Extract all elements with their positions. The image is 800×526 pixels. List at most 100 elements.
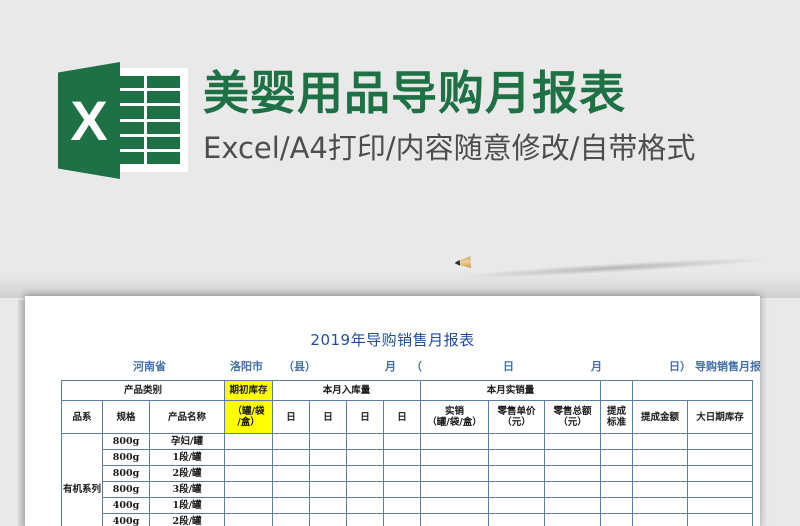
- table-row: 800g 1段/罐: [62, 449, 754, 466]
- meta-report-name: 导购销售月报表: [695, 360, 760, 373]
- col-unit-price: 零售单价 （元）: [488, 400, 546, 434]
- cell-inbound-2[interactable]: [309, 465, 348, 482]
- cell-opening-stock[interactable]: [224, 449, 274, 466]
- meta-city: 洛阳市: [230, 360, 263, 373]
- col-inbound-day-2: 日: [309, 400, 348, 434]
- cell-inbound-3[interactable]: [346, 449, 385, 466]
- col-total-price-line1: 零售总额: [553, 406, 592, 417]
- cell-opening-stock[interactable]: [224, 481, 274, 498]
- cell-commission-rate[interactable]: [600, 481, 634, 498]
- table-row: 400g 2段/罐: [62, 513, 754, 526]
- cell-total-price[interactable]: [544, 433, 602, 450]
- cell-big-date-stock[interactable]: [687, 513, 754, 526]
- cell-inbound-3[interactable]: [346, 433, 385, 450]
- cell-inbound-2[interactable]: [309, 449, 348, 466]
- col-opening-stock-unit-line1: （罐/袋: [232, 406, 265, 417]
- cell-actual-sales[interactable]: [420, 465, 490, 482]
- cell-actual-sales[interactable]: [420, 513, 490, 526]
- cell-inbound-2[interactable]: [309, 481, 348, 498]
- cell-unit-price[interactable]: [488, 449, 546, 466]
- cell-inbound-4[interactable]: [383, 449, 422, 466]
- group-month-actual-sales: 本月实销量: [420, 380, 602, 401]
- meta-day-1: 日: [503, 360, 514, 373]
- cell-inbound-3[interactable]: [346, 497, 385, 514]
- cell-unit-price[interactable]: [488, 465, 546, 482]
- cell-unit-price[interactable]: [488, 497, 546, 514]
- cell-actual-sales[interactable]: [420, 481, 490, 498]
- cell-product: 孕妇/罐: [148, 433, 226, 450]
- cell-inbound-1[interactable]: [272, 481, 311, 498]
- cell-inbound-2[interactable]: [309, 497, 348, 514]
- cell-total-price[interactable]: [544, 497, 602, 514]
- cell-inbound-4[interactable]: [383, 481, 422, 498]
- cell-inbound-3[interactable]: [346, 481, 385, 498]
- cell-big-date-stock[interactable]: [687, 449, 754, 466]
- cell-inbound-3[interactable]: [346, 465, 385, 482]
- cell-big-date-stock[interactable]: [687, 465, 754, 482]
- cell-inbound-3[interactable]: [346, 513, 385, 526]
- cell-inbound-4[interactable]: [383, 433, 422, 450]
- cell-commission-rate[interactable]: [600, 449, 634, 466]
- cell-commission-rate[interactable]: [600, 497, 634, 514]
- cell-inbound-4[interactable]: [383, 497, 422, 514]
- cell-big-date-stock[interactable]: [687, 481, 754, 498]
- cell-total-price[interactable]: [544, 513, 602, 526]
- meta-day-2: 日）: [669, 360, 691, 373]
- cell-commission-amount[interactable]: [632, 481, 689, 498]
- cell-inbound-1[interactable]: [272, 449, 311, 466]
- col-total-price-line2: （元）: [558, 417, 587, 428]
- cell-spec: 800g: [102, 481, 150, 498]
- cell-total-price[interactable]: [544, 449, 602, 466]
- cell-actual-sales[interactable]: [420, 449, 490, 466]
- cell-commission-rate[interactable]: [600, 513, 634, 526]
- cell-unit-price[interactable]: [488, 433, 546, 450]
- cell-inbound-1[interactable]: [272, 465, 311, 482]
- cell-commission-amount[interactable]: [632, 497, 689, 514]
- page-title: 美婴用品导购月报表: [203, 66, 626, 120]
- cell-inbound-1[interactable]: [272, 513, 311, 526]
- pencil-graphite-tip: [455, 260, 460, 266]
- cell-total-price[interactable]: [544, 465, 602, 482]
- cell-inbound-4[interactable]: [383, 465, 422, 482]
- cell-opening-stock[interactable]: [224, 497, 274, 514]
- cell-actual-sales[interactable]: [420, 433, 490, 450]
- logo-x-panel: [58, 62, 120, 179]
- cell-opening-stock[interactable]: [224, 465, 274, 482]
- cell-commission-amount[interactable]: [632, 449, 689, 466]
- cell-commission-rate[interactable]: [600, 465, 634, 482]
- col-product-name: 产品名称: [148, 400, 226, 434]
- cell-inbound-4[interactable]: [383, 513, 422, 526]
- cell-spec: 400g: [102, 497, 150, 514]
- meta-open-paren: （: [411, 360, 422, 373]
- cell-commission-amount[interactable]: [632, 465, 689, 482]
- cell-big-date-stock[interactable]: [687, 433, 754, 450]
- page-subtitle: Excel/A4打印/内容随意修改/自带格式: [203, 131, 696, 165]
- meta-county: （县）: [283, 360, 316, 373]
- col-actual-sales-line2: （罐/袋/盒）: [427, 417, 482, 428]
- cell-product: 1段/罐: [148, 497, 226, 514]
- cell-total-price[interactable]: [544, 481, 602, 498]
- cell-commission-amount[interactable]: [632, 433, 689, 450]
- report-title: 2019年导购销售月报表: [310, 331, 475, 349]
- meta-month-1: 月: [385, 360, 396, 373]
- cell-unit-price[interactable]: [488, 513, 546, 526]
- cell-inbound-1[interactable]: [272, 497, 311, 514]
- table-row: 800g 3段/罐: [62, 481, 754, 498]
- cell-inbound-1[interactable]: [272, 433, 311, 450]
- cell-unit-price[interactable]: [488, 481, 546, 498]
- cell-commission-rate[interactable]: [600, 433, 634, 450]
- table-group-header-row: 产品类别 期初库存 本月入库量 本月实销量: [60, 380, 754, 401]
- cell-opening-stock[interactable]: [224, 433, 274, 450]
- table-row: 有机系列 800g 孕妇/罐: [61, 433, 754, 526]
- cell-spec: 800g: [102, 449, 150, 466]
- cell-actual-sales[interactable]: [420, 497, 490, 514]
- promo-banner: X 美婴用品导购月报表 Excel/A4打印/内容随意修改/自带格式: [0, 0, 800, 260]
- cell-big-date-stock[interactable]: [687, 497, 754, 514]
- cell-product: 2段/罐: [148, 465, 226, 482]
- cell-commission-amount[interactable]: [632, 513, 689, 526]
- cell-inbound-2[interactable]: [309, 513, 348, 526]
- cell-inbound-2[interactable]: [309, 433, 348, 450]
- group-product-category: 产品类别: [60, 380, 226, 401]
- col-actual-sales-line1: 实销: [445, 406, 465, 417]
- cell-opening-stock[interactable]: [224, 513, 274, 526]
